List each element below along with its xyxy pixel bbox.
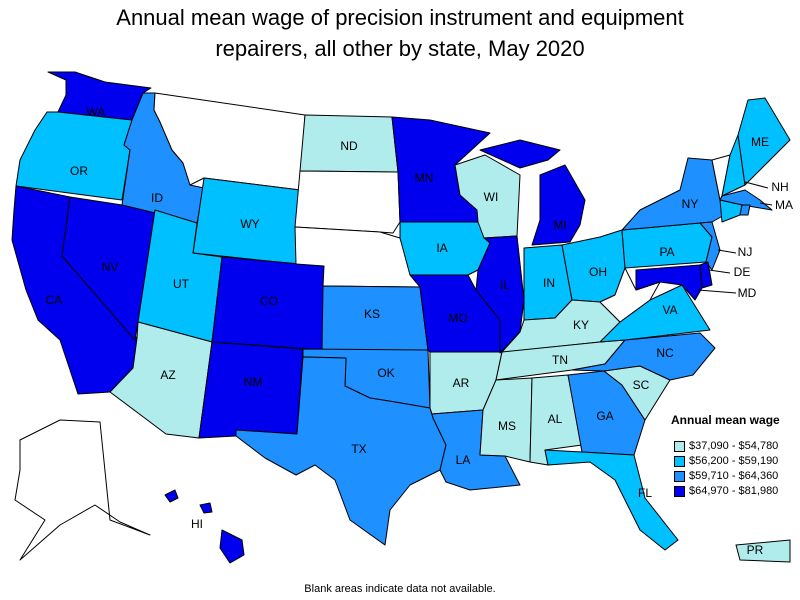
state-label-pr: PR [747,543,764,557]
state-tx [235,356,447,546]
state-label-ky: KY [573,318,589,332]
legend-label-4: $64,970 - $81,980 [689,485,779,497]
leader-line-md [697,289,737,294]
legend-label-2: $56,200 - $59,190 [689,455,779,467]
state-md [635,264,703,301]
state-sd [294,170,401,234]
state-label-ca: CA [46,293,63,307]
state-hi-3 [219,529,245,564]
state-label-me: ME [751,135,769,149]
state-label-la: LA [456,453,471,467]
state-hi-1 [164,489,179,503]
state-label-id: ID [151,191,163,205]
leader-line-ma [759,202,773,206]
map-title-line-1: Annual mean wage of precision instrument… [116,5,684,30]
state-label-oh: OH [589,265,607,279]
footnote: Blank areas indicate data not available. [304,583,496,595]
state-label-ut: UT [173,277,190,291]
state-label-ok: OK [377,366,394,380]
legend-item-2: $56,200 - $59,190 [674,454,778,468]
state-label-ma: MA [775,198,793,212]
state-label-in: IN [543,276,555,290]
state-ak [14,419,151,561]
legend-swatch-4 [674,485,685,497]
state-label-ar: AR [453,376,470,390]
state-label-ny: NY [682,197,699,211]
state-label-az: AZ [160,368,175,382]
state-label-hi: HI [191,517,203,531]
state-label-al: AL [548,412,563,426]
state-label-wi: WI [484,190,499,204]
state-label-mn: MN [415,171,434,185]
state-label-wa: WA [87,105,106,119]
state-label-co: CO [260,294,278,308]
state-ri [739,204,751,216]
state-label-fl: FL [638,486,652,500]
state-mi-up [479,139,561,169]
state-label-nj: NJ [738,245,753,259]
state-pr [735,539,791,563]
state-label-nh: NH [771,180,788,194]
state-label-ks: KS [364,307,380,321]
state-hi-2 [199,502,213,514]
state-label-tn: TN [552,353,568,367]
state-label-il: IL [500,278,510,292]
legend-swatch-2 [674,455,685,467]
legend-swatch-1 [674,440,685,452]
legend-item-4: $64,970 - $81,980 [674,484,778,498]
leader-line-nh [744,181,769,189]
state-nm [198,341,304,439]
legend-label-3: $59,710 - $64,360 [689,470,779,482]
state-mi [531,164,586,246]
state-label-nd: ND [340,139,358,153]
state-label-or: OR [70,164,88,178]
legend-item-1: $37,090 - $54,780 [674,439,778,453]
state-il [475,235,525,354]
leader-line-nj [717,249,737,254]
state-label-nm: NM [244,375,263,389]
state-label-pa: PA [659,245,674,259]
state-label-nv: NV [102,260,119,274]
state-me [737,97,791,186]
state-label-wy: WY [240,217,259,231]
map-title: Annual mean wage of precision instrument… [0,2,800,64]
legend-item-3: $59,710 - $64,360 [674,469,778,483]
state-label-ms: MS [498,419,516,433]
state-label-nc: NC [656,346,674,360]
state-or [15,111,133,201]
state-label-sc: SC [633,378,650,392]
state-label-md: MD [738,286,757,300]
state-nc [571,332,716,381]
state-label-ia: IA [436,241,447,255]
state-label-mo: MO [448,311,467,325]
state-label-va: VA [662,303,677,317]
leader-line-de [708,269,731,274]
legend-label-1: $37,090 - $54,780 [689,440,779,452]
state-fl [544,449,679,551]
legend-title: Annual mean wage [671,413,780,427]
legend-swatch-3 [674,470,685,482]
state-label-mi: MI [553,218,566,232]
map-title-line-2: repairers, all other by state, May 2020 [215,36,585,61]
state-label-ga: GA [596,409,613,423]
state-label-tx: TX [351,442,366,456]
state-label-de: DE [734,265,751,279]
